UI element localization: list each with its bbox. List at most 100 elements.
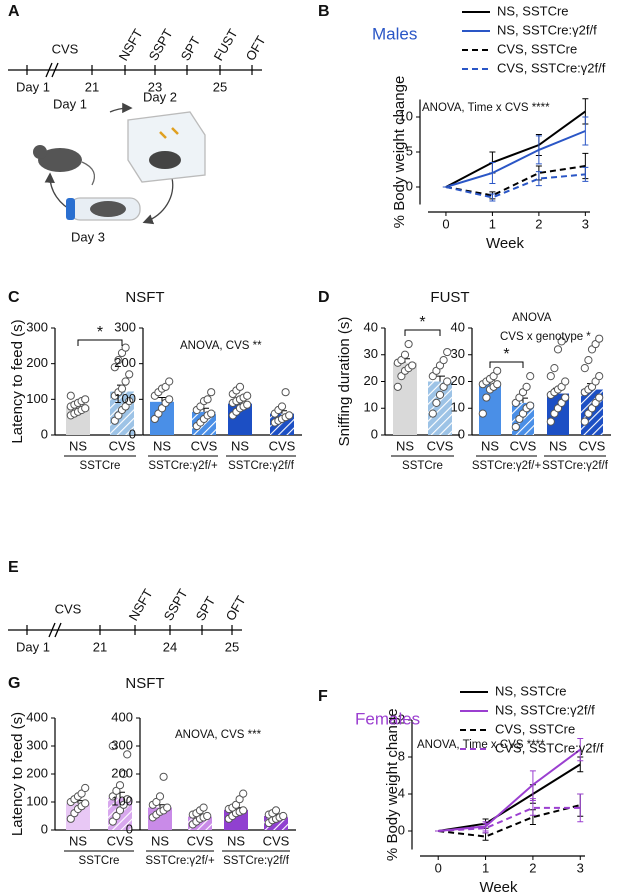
- x-axis-label: Week: [479, 879, 518, 894]
- group-label: SSTCre: [402, 460, 443, 472]
- group-label: SSTCre: [79, 855, 120, 867]
- series-line: [445, 173, 586, 199]
- data-point: [114, 356, 123, 365]
- y-tick-label: 20: [364, 373, 378, 388]
- data-point: [243, 400, 252, 409]
- data-point: [125, 370, 134, 379]
- significance-label: *: [97, 324, 103, 341]
- data-point: [81, 395, 90, 404]
- timeline-cvs: CVS: [52, 41, 79, 56]
- x-tick-label: CVS: [107, 833, 134, 848]
- timeline-test: OFT: [243, 33, 269, 63]
- y-tick-label: 4: [398, 785, 405, 800]
- y-tick-label: 20: [451, 373, 465, 388]
- panel-label: B: [318, 3, 330, 20]
- timeline-test: FUST: [211, 26, 241, 63]
- data-point: [561, 377, 570, 386]
- legend-label: NS, SSTCre: [495, 683, 567, 698]
- y-tick-label: 0: [126, 821, 133, 836]
- group-label: SSTCre:γ2f/+: [472, 460, 542, 472]
- data-point: [110, 363, 119, 372]
- data-point: [439, 356, 448, 365]
- x-tick-label: NS: [69, 833, 87, 848]
- significance-label: *: [503, 346, 509, 363]
- annotation: ANOVA, Time x CVS ****: [422, 102, 550, 114]
- y-tick-label: 400: [26, 709, 48, 724]
- timeline-test: NSFT: [126, 586, 156, 623]
- timeline-test: SPT: [193, 594, 219, 623]
- series-line: [438, 806, 581, 832]
- x-tick-label: CVS: [187, 833, 214, 848]
- error-bar: [577, 793, 584, 823]
- significance-bracket: [77, 339, 123, 346]
- timeline-day: Day 1: [16, 639, 50, 654]
- data-point: [400, 350, 410, 359]
- data-point: [243, 391, 252, 400]
- y-tick-label: 200: [26, 765, 48, 780]
- data-point: [207, 388, 216, 397]
- data-point: [522, 382, 531, 391]
- series-line: [445, 130, 586, 188]
- x-tick-label: NS: [231, 438, 249, 453]
- data-point: [493, 366, 502, 375]
- data-point: [584, 356, 593, 365]
- data-point: [165, 377, 174, 386]
- y-tick-label: 200: [111, 765, 133, 780]
- chart-title: NSFT: [125, 289, 164, 306]
- y-axis-label: Latency to feed (s): [9, 319, 26, 443]
- subtitle: Females: [355, 709, 420, 728]
- legend-label: NS, SSTCre:γ2f/f: [495, 702, 595, 717]
- data-point: [152, 797, 161, 807]
- y-tick-label: 300: [26, 737, 48, 752]
- data-point: [285, 411, 294, 420]
- data-point: [108, 741, 117, 751]
- series-line: [438, 763, 581, 832]
- data-point: [207, 409, 216, 418]
- legend-label: NS, SSTCre: [497, 3, 569, 18]
- x-axis-label: Week: [486, 235, 525, 252]
- series-line: [445, 110, 586, 188]
- data-point: [77, 789, 86, 798]
- data-point: [115, 781, 125, 790]
- timeline-day: 25: [225, 639, 239, 654]
- data-point: [121, 343, 130, 352]
- data-point: [123, 795, 132, 804]
- y-tick-label: 0: [371, 426, 378, 441]
- x-tick-label: NS: [153, 438, 171, 453]
- y-tick-label: 300: [111, 737, 133, 752]
- data-point: [81, 404, 90, 413]
- data-point: [119, 800, 128, 809]
- error-bar: [577, 738, 584, 762]
- data-point: [435, 390, 445, 399]
- data-point: [595, 393, 604, 402]
- group-label: SSTCre:γ2f/f: [542, 460, 609, 472]
- y-tick-label: 10: [399, 108, 413, 123]
- x-tick-label: 0: [435, 860, 442, 875]
- error-bar: [529, 799, 536, 816]
- data-point: [557, 337, 566, 346]
- data-point: [239, 806, 248, 815]
- group-label: SSTCre:γ2f/+: [145, 855, 215, 867]
- x-tick-label: NS: [481, 438, 499, 453]
- y-tick-label: 10: [364, 400, 378, 415]
- x-tick-label: NS: [549, 438, 567, 453]
- mouse-illustration: [33, 102, 206, 225]
- data-point: [81, 783, 90, 793]
- data-point: [108, 792, 117, 801]
- x-tick-label: 3: [582, 216, 589, 231]
- annotation: ANOVA, CVS **: [180, 340, 262, 352]
- timeline-day: 23: [148, 79, 162, 94]
- data-point: [561, 393, 570, 402]
- timeline-day: 25: [213, 79, 227, 94]
- x-tick-label: 3: [577, 860, 584, 875]
- data-point: [482, 393, 491, 402]
- data-point: [155, 792, 165, 801]
- x-tick-label: CVS: [427, 438, 454, 453]
- y-axis-label: % Body weight change: [391, 76, 408, 229]
- data-point: [432, 398, 441, 407]
- subtitle: Males: [372, 24, 417, 43]
- data-point: [550, 364, 559, 373]
- timeline-test: SSPT: [146, 26, 176, 63]
- data-point: [595, 334, 604, 343]
- data-point: [511, 422, 520, 432]
